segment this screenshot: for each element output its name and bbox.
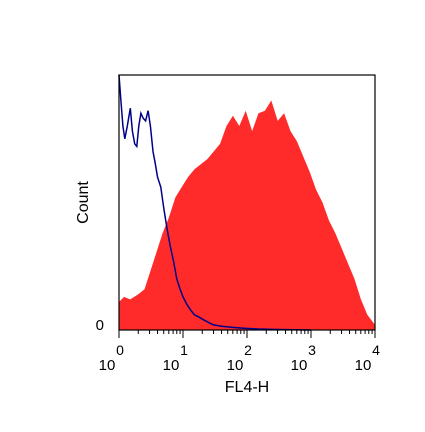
y-axis-label: Count bbox=[75, 181, 92, 224]
x-tick-label-base: 10 bbox=[163, 357, 180, 374]
x-tick-label-base: 10 bbox=[291, 357, 308, 374]
histogram-line-series-2 bbox=[118, 74, 312, 331]
plot-area bbox=[118, 74, 375, 331]
x-axis-label: FL4-H bbox=[225, 379, 269, 396]
x-tick-label-base: 10 bbox=[99, 357, 116, 374]
x-tick-label-exponent: 1 bbox=[180, 342, 188, 358]
x-tick-label-exponent: 4 bbox=[372, 342, 380, 358]
x-tick-label-exponent: 2 bbox=[244, 342, 252, 358]
x-tick-label-base: 10 bbox=[355, 357, 372, 374]
y-tick-label-zero: 0 bbox=[96, 317, 104, 334]
y-axis: 0 bbox=[96, 317, 104, 334]
x-tick-label-exponent: 3 bbox=[308, 342, 316, 358]
x-tick-label-exponent: 0 bbox=[116, 342, 124, 358]
x-tick-label-base: 10 bbox=[227, 357, 244, 374]
histogram-fill-series-1 bbox=[119, 100, 375, 330]
